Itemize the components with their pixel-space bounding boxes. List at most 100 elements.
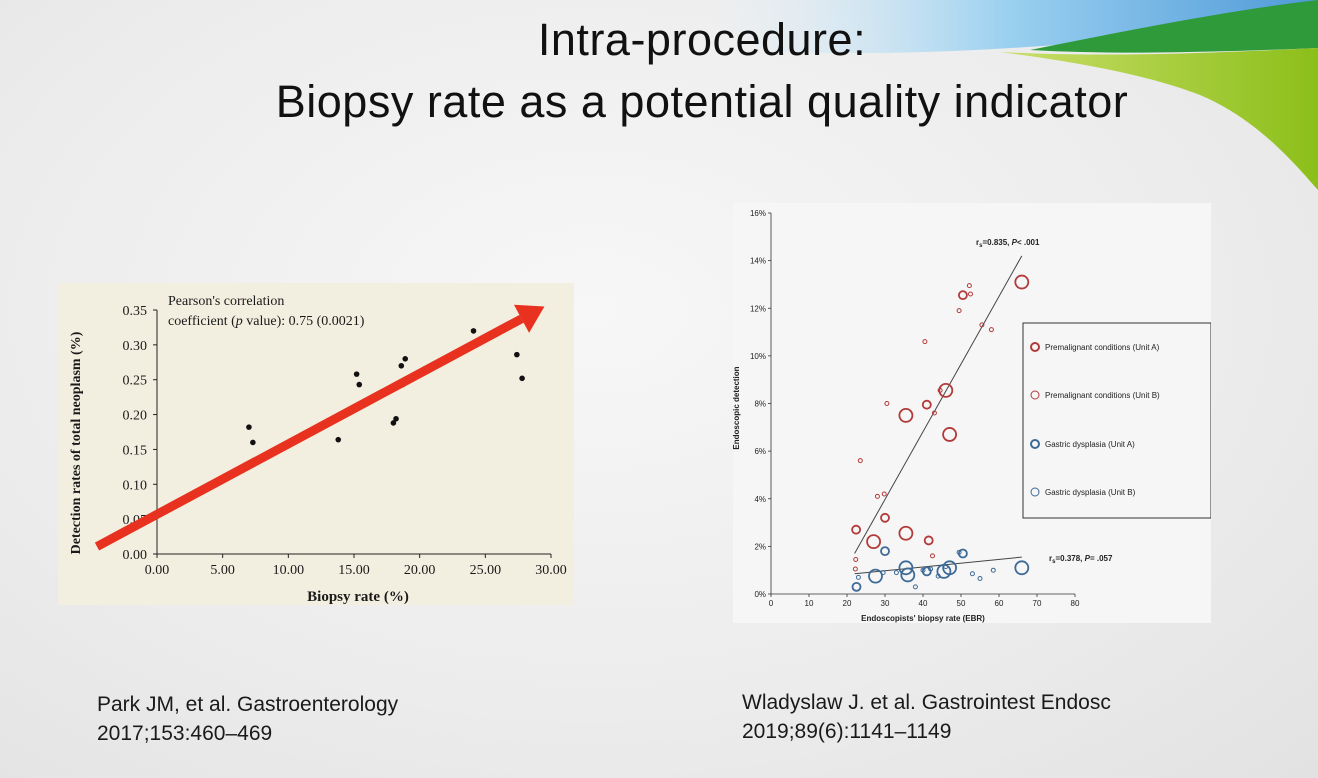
dark-green-swoosh xyxy=(1030,0,1318,53)
legend-label-3: Gastric dysplasia (Unit A) xyxy=(1045,440,1135,449)
chart1-x-tick-label: 15.00 xyxy=(338,563,370,578)
chart2-y-tick-label: 8% xyxy=(754,400,766,409)
chart2-point-series-0 xyxy=(938,383,954,398)
chart1-x-tick-label: 10.00 xyxy=(273,563,305,578)
legend-marker-unit-a-dysplasia xyxy=(1030,439,1040,449)
chart2-point-series-3 xyxy=(935,573,941,579)
chart1-point xyxy=(250,439,256,446)
chart2-point-series-0 xyxy=(866,534,882,550)
chart1-point xyxy=(470,328,477,334)
chart2-x-tick-label: 60 xyxy=(995,599,1004,608)
chart2-point-series-2 xyxy=(851,581,862,592)
chart2-point-series-3 xyxy=(928,566,934,572)
legend-marker-unit-a-premalignant xyxy=(1030,342,1040,352)
chart1-y-axis-label: Detection rates of total neoplasm (%) xyxy=(69,331,84,554)
endoscopic-detection-scatter-chart: 0 10 20 30 40 50 60 70 800%2%4%6%8%10%12%14%16% … xyxy=(732,209,1212,623)
chart2-point-series-3 xyxy=(969,571,975,577)
citation-left: Park JM, et al. Gastroenterology 2017;15… xyxy=(97,690,398,748)
chart2-point-series-1 xyxy=(874,493,880,499)
chart2-point-series-2 xyxy=(957,548,968,559)
legend-label-1: Premalignant conditions (Unit A) xyxy=(1045,343,1160,352)
chart2-point-series-2 xyxy=(942,560,958,576)
chart1-x-tick-label: 5.00 xyxy=(210,563,235,578)
citation-left-line1: Park JM, et al. Gastroenterology xyxy=(97,693,399,716)
citation-left-line2: 2017;153:460–469 xyxy=(97,722,273,745)
chart2-y-tick-label: 12% xyxy=(750,304,766,313)
chart1-point xyxy=(353,371,360,377)
chart2-point-series-0 xyxy=(851,524,862,535)
chart2-point-series-1 xyxy=(857,458,863,464)
chart2-points xyxy=(851,274,1030,592)
chart2-y-tick-label: 14% xyxy=(750,257,766,266)
chart2-point-series-2 xyxy=(900,567,916,583)
citation-right-line1: Wladyslaw J. et al. Gastrointest Endosc xyxy=(742,691,1111,714)
chart1-point xyxy=(246,424,252,430)
chart1-annotation-line2: coefficient (p value): 0.75 (0.0021) xyxy=(168,314,365,329)
legend-box xyxy=(1022,322,1212,519)
biopsy-rate-scatter-chart: 0.00 5.00 10.00 15.00 20.00 25.00 30.000.000.0… xyxy=(69,294,567,605)
trend-arrow xyxy=(94,304,545,551)
chart2-point-series-2 xyxy=(868,568,883,584)
chart1-point xyxy=(390,420,397,426)
chart1-annotation-line1: Pearson's correlation xyxy=(168,294,284,309)
chart2-point-series-0 xyxy=(880,512,890,523)
chart2-point-series-0 xyxy=(923,535,934,546)
chart2-point-series-1 xyxy=(930,553,935,559)
chart2-x-tick-label: 20 xyxy=(843,599,852,608)
chart2-point-series-1 xyxy=(968,291,973,297)
chart1-y-tick-label: 0.00 xyxy=(123,548,148,563)
chart1-x-tick-label: 0.00 xyxy=(145,563,170,578)
chart1-point xyxy=(335,436,342,443)
chart2-y-tick-label: 6% xyxy=(754,447,766,456)
chart2-point-series-1 xyxy=(881,491,887,497)
chart1-y-tick-label: 0.25 xyxy=(123,374,148,389)
chart2-y-tick-label: 16% xyxy=(750,209,766,218)
corner-swoosh-decoration xyxy=(700,0,1318,190)
chart1-ticks: 0.00 5.00 10.00 15.00 20.00 25.00 30.000.000.0… xyxy=(123,304,567,578)
right-chart-panel: 0 10 20 30 40 50 60 70 80 0% 2% 4% 6% 8% 10% 12% 14% 16% … xyxy=(732,203,1212,623)
chart1-point xyxy=(402,356,409,362)
chart2-point-series-0 xyxy=(1014,274,1030,290)
chart2-point-series-0 xyxy=(957,290,968,301)
chart2-x-tick-label: 40 xyxy=(919,599,928,608)
trend-arrow-head xyxy=(513,304,545,333)
chart1-point xyxy=(356,381,363,388)
chart2-point-series-3 xyxy=(855,574,861,580)
citation-right-line2: 2019;89(6):1141–1149 xyxy=(742,720,952,743)
chart2-point-series-1 xyxy=(956,308,962,314)
chart2-annotation-bottom: rs=0.378, P= .057 xyxy=(1049,554,1113,565)
left-chart-panel: 0.00 5.00 10.00 15.00 20.00 25.00 30.00 0.00 0.0… xyxy=(58,283,574,605)
slide-title-line-1: Intra-procedure: xyxy=(537,14,867,65)
chart2-y-axis-label: Endoscopic detection xyxy=(733,366,741,449)
chart2-y-tick-label: 2% xyxy=(754,542,766,551)
chart2-trend-lines xyxy=(854,255,1023,575)
legend-label-2: Premalignant conditions (Unit B) xyxy=(1045,391,1160,400)
legend-marker-unit-b-dysplasia xyxy=(1030,487,1040,497)
chart1-x-axis-label: Biopsy rate (%) xyxy=(307,589,409,605)
light-green-swoosh xyxy=(1000,48,1318,190)
chart2-point-series-1 xyxy=(937,387,943,393)
chart2-point-series-3 xyxy=(912,584,918,590)
chart1-x-tick-label: 30.00 xyxy=(535,563,567,578)
chart1-point xyxy=(393,415,399,422)
chart2-ticks: 0 10 20 30 40 50 60 70 80 0% 2% 4% 6% 8% 10% 12% 14% 16% xyxy=(750,209,1080,608)
chart1-point xyxy=(519,375,525,382)
chart2-point-series-2 xyxy=(1014,560,1030,576)
chart1-x-tick-label: 20.00 xyxy=(404,563,436,578)
chart2-point-series-3 xyxy=(990,567,996,573)
chart2-point-series-2 xyxy=(880,546,890,557)
chart2-y-tick-label: 0% xyxy=(754,590,766,599)
chart2-point-series-3 xyxy=(893,570,899,576)
chart2-point-series-1 xyxy=(853,556,859,562)
chart2-x-tick-label: 80 xyxy=(1071,599,1080,608)
chart2-x-tick-label: 70 xyxy=(1033,599,1042,608)
chart2-point-series-1 xyxy=(979,322,985,328)
chart2-point-series-1 xyxy=(931,410,937,416)
chart1-x-tick-label: 25.00 xyxy=(470,563,502,578)
chart2-y-tick-label: 4% xyxy=(754,495,766,504)
chart2-point-series-1 xyxy=(884,401,890,406)
chart2-point-series-3 xyxy=(880,570,886,576)
chart2-point-series-0 xyxy=(898,525,914,541)
chart1-y-tick-label: 0.20 xyxy=(123,409,148,424)
chart2-point-series-0 xyxy=(921,399,932,410)
